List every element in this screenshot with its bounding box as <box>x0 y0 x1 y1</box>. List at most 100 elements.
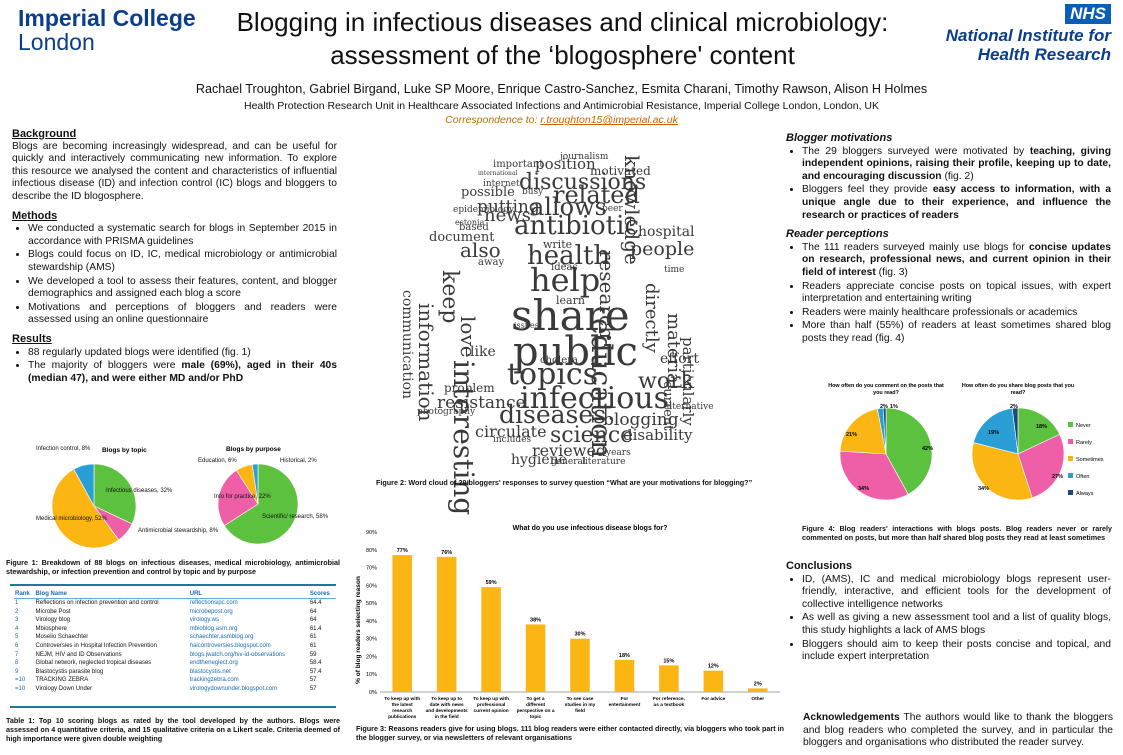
table-cell: NEJM, HIV and ID Observations <box>35 651 122 658</box>
category-label: To keep up with the latest research publica… <box>384 696 420 720</box>
table-cell: blogs.jwatch.org/hiv-id-observations <box>189 651 286 658</box>
table-row: 2 Microbe Post microbepost.org 64 <box>14 608 336 617</box>
list-item: 88 regularly updated blogs were identifi… <box>28 347 337 360</box>
legend-label: Never <box>1076 423 1091 429</box>
table-cell: virology.ws <box>189 617 219 624</box>
category-label: To keep up with professional current opini… <box>473 696 509 714</box>
table-top-rule <box>10 584 336 586</box>
results-emphasis: male (69%), aged in their 40s (median 47… <box>28 360 337 384</box>
topic-pie-title: Blogs by topic <box>102 447 147 454</box>
bar <box>436 556 457 692</box>
pie-label: Historical, 2% <box>280 458 317 464</box>
word-cloud-word: away <box>478 257 505 268</box>
pie-slice <box>885 407 933 495</box>
pie-label: 27% <box>1052 474 1063 480</box>
pie-label: 34% <box>858 486 869 492</box>
authors: Rachael Troughton, Gabriel Birgand, Luke… <box>195 82 928 96</box>
category-label: To see case studies in my field <box>565 696 596 714</box>
pie-label: 2% <box>880 404 888 410</box>
table-header: Blog Name <box>34 590 189 599</box>
table-row: 9 Blastocystis parasite blog blastocystis.… <box>14 668 336 677</box>
table-cell: 57 <box>309 677 317 684</box>
purpose-pie-title: Blogs by purpose <box>226 446 281 453</box>
table-cell: schaechter.asmblog.org <box>189 634 254 641</box>
table-header: Scores <box>308 590 336 599</box>
table-cell: microbepost.org <box>189 608 233 615</box>
word-cloud-word: peer <box>602 204 623 214</box>
bar-value-label: 2% <box>754 681 762 687</box>
table-row: 4 Mbiosphere mbioblog.asm.org 61.4 <box>14 625 336 634</box>
word-cloud-word: international <box>478 170 518 177</box>
pie-slice <box>839 408 887 455</box>
word-cloud-word: share <box>511 291 630 340</box>
word-cloud-word: information <box>414 303 438 422</box>
table-cell: Virology blog <box>35 617 71 624</box>
y-tick-label: 0% <box>369 690 377 696</box>
y-tick-label: 70% <box>366 566 377 572</box>
bar-value-label: 15% <box>663 658 674 664</box>
word-cloud-word: directly <box>641 283 662 353</box>
y-tick-label: 40% <box>366 619 377 625</box>
background-text: Blogs are becoming increasingly widespre… <box>12 140 337 202</box>
background-heading: Background <box>12 128 77 140</box>
word-cloud-word: motivated <box>590 164 651 178</box>
pie-label: Medical microbiology, 52% <box>36 516 108 522</box>
list-item: Motivations and perceptions of bloggers … <box>28 302 337 327</box>
table-cell: Reflections on infection prevention and … <box>35 600 159 606</box>
table-cell: Global network, neglected tropical disea… <box>35 660 152 667</box>
word-cloud-word: blogging <box>603 410 679 430</box>
pie-slice <box>973 408 1019 455</box>
word-cloud-word: possible <box>461 185 515 200</box>
conclusions-heading: Conclusions <box>786 560 853 572</box>
y-tick-label: 50% <box>366 601 377 607</box>
word-cloud-word: also <box>460 238 501 262</box>
pie-slice <box>1017 407 1061 455</box>
conclusions-list: ID, (AMS), IC and medical microbiology b… <box>786 574 1111 664</box>
pie-label: Infection control, 8% <box>36 446 91 452</box>
y-tick-label: 20% <box>366 654 377 660</box>
pie-label: Info for practice, 22% <box>214 494 271 500</box>
bar-value-label: 12% <box>708 664 719 670</box>
pie-label: 1% <box>890 404 898 410</box>
word-cloud-word: particularly <box>679 337 697 426</box>
table-cell: 64 <box>309 617 317 624</box>
table-cell: Moselio Schaechter <box>35 634 89 641</box>
legend-label: Sometimes <box>1076 457 1104 463</box>
conclusions: Conclusions ID, (AMS), IC and medical mi… <box>786 560 1111 664</box>
purpose-pie <box>217 463 299 545</box>
y-tick-label: 10% <box>366 672 377 678</box>
table-cell: 61 <box>309 642 317 649</box>
table-cell: blastocystis.net <box>189 668 231 675</box>
bar <box>703 670 724 692</box>
table-1: Rank Blog Name URL Scores 1 Reflections o… <box>14 590 336 694</box>
table-cell: 1 <box>15 600 19 606</box>
word-cloud-word: reviewed <box>532 441 607 460</box>
correspondence-email-link[interactable]: r.troughton15@imperial.ac.uk <box>540 114 678 126</box>
list-item: More than half (55%) of readers at least… <box>802 320 1111 345</box>
bar <box>659 665 679 692</box>
list-item: We conducted a systematic search for blo… <box>28 223 337 248</box>
pie-slice <box>839 450 909 501</box>
table-cell: =10 <box>15 685 26 692</box>
word-cloud-word: allows <box>530 193 607 221</box>
word-cloud-word: busy <box>522 187 544 197</box>
table-cell: 6 <box>15 642 19 649</box>
table-row: =10 Virology Down Under virologydownunder.… <box>14 685 336 694</box>
list-item: The 111 readers surveyed mainly use blog… <box>802 242 1111 280</box>
title-line-1: Blogging in infectious diseases and clin… <box>236 7 889 37</box>
ack-heading: Acknowledgements <box>803 712 900 723</box>
word-cloud-word: includes <box>493 435 532 445</box>
pie-label: Scientific/ research, 58% <box>262 514 329 520</box>
word-cloud-word: work <box>638 369 694 394</box>
motivations-heading: Blogger motivations <box>786 132 893 144</box>
nihr-logo: NHS National Institute for Health Resear… <box>936 4 1111 64</box>
word-cloud-word: putting <box>477 197 540 217</box>
legend-swatch <box>1068 490 1073 495</box>
pie-legend: Never Rarely Sometimes Often Always <box>1068 422 1104 497</box>
legend-swatch <box>1068 439 1073 444</box>
pie-slice <box>51 468 120 549</box>
category-label: Other <box>751 696 764 702</box>
emphasis: teaching, giving independent opinions, r… <box>802 145 1111 182</box>
table-cell: 9 <box>15 668 19 675</box>
word-cloud-word: effort <box>660 351 699 367</box>
